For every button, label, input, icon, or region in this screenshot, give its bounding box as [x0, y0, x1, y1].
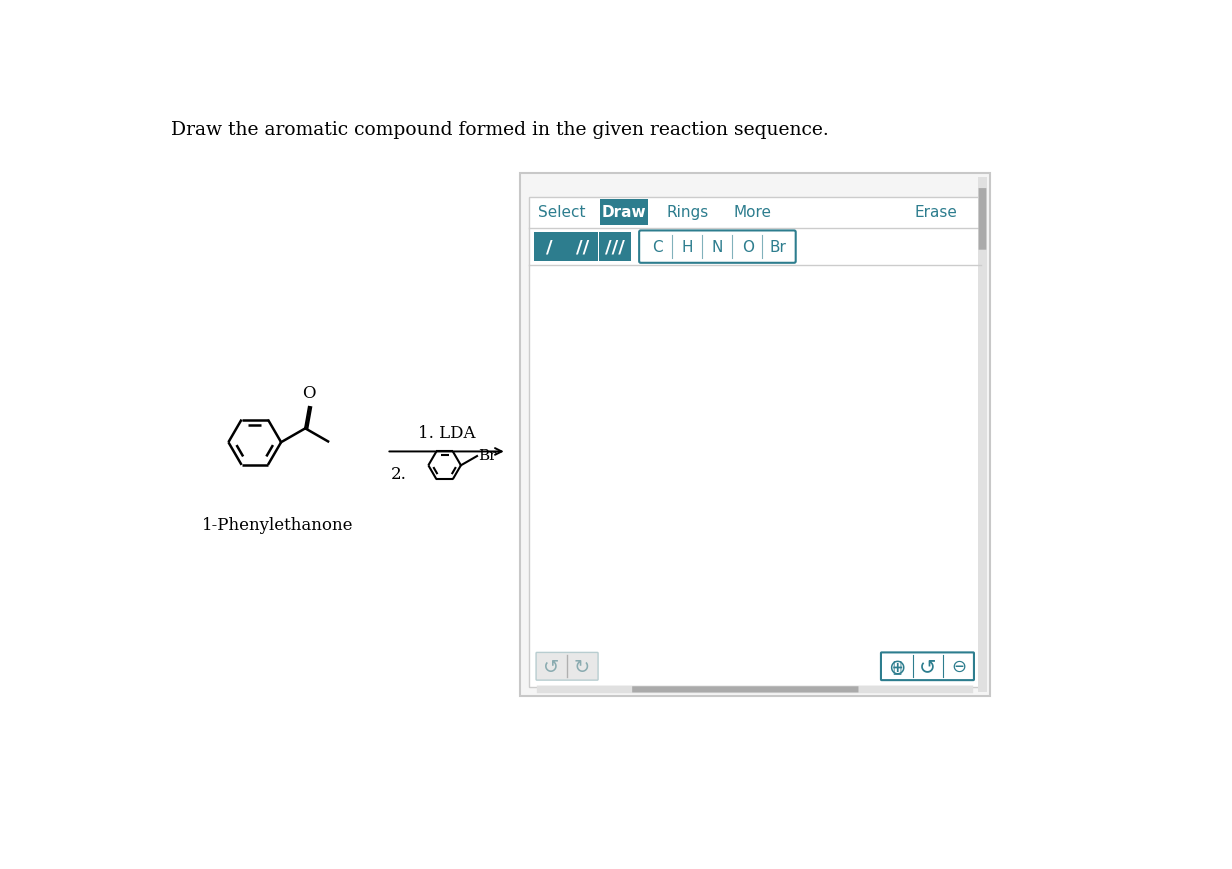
Text: 1-Phenylethanone: 1-Phenylethanone: [202, 516, 354, 534]
Text: Draw the aromatic compound formed in the given reaction sequence.: Draw the aromatic compound formed in the…: [171, 121, 829, 139]
Text: ↺: ↺: [543, 657, 559, 676]
FancyBboxPatch shape: [529, 198, 981, 687]
Text: Rings: Rings: [667, 205, 710, 220]
Text: More: More: [733, 205, 771, 220]
Text: Br: Br: [478, 448, 496, 463]
Text: Br: Br: [770, 240, 786, 255]
Text: /: /: [546, 238, 553, 256]
Text: ⊖: ⊖: [951, 658, 966, 675]
Text: O: O: [742, 240, 754, 255]
Text: H: H: [681, 240, 692, 255]
Text: ↻: ↻: [574, 657, 590, 676]
FancyBboxPatch shape: [978, 177, 987, 693]
Text: 1. LDA: 1. LDA: [418, 424, 476, 441]
Text: Erase: Erase: [914, 205, 957, 220]
Text: Select: Select: [538, 205, 585, 220]
FancyBboxPatch shape: [600, 200, 648, 226]
Text: N: N: [712, 240, 723, 255]
Text: 2.: 2.: [391, 466, 407, 483]
Text: ⊕: ⊕: [888, 656, 906, 676]
Text: ↺: ↺: [919, 656, 936, 676]
FancyBboxPatch shape: [639, 231, 796, 263]
FancyBboxPatch shape: [632, 687, 859, 693]
FancyBboxPatch shape: [978, 189, 987, 250]
FancyBboxPatch shape: [537, 686, 973, 693]
Text: Draw: Draw: [602, 205, 647, 220]
Text: //: //: [575, 238, 589, 256]
FancyBboxPatch shape: [520, 174, 991, 696]
FancyBboxPatch shape: [533, 233, 565, 262]
FancyBboxPatch shape: [881, 653, 975, 680]
Text: ///: ///: [605, 238, 625, 256]
FancyBboxPatch shape: [599, 233, 631, 262]
FancyBboxPatch shape: [567, 233, 598, 262]
Text: C: C: [652, 240, 663, 255]
Text: O: O: [302, 384, 315, 401]
FancyBboxPatch shape: [536, 653, 598, 680]
Text: 🔍: 🔍: [893, 659, 902, 674]
